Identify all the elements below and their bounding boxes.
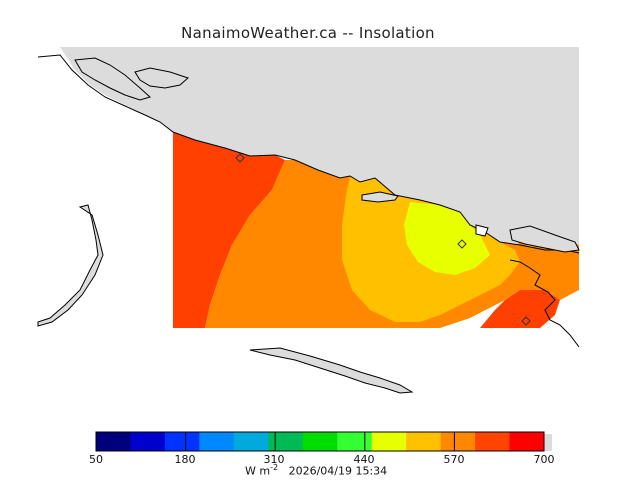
insolation-map: [37, 47, 580, 394]
colorbar-swatch: [233, 432, 269, 451]
colorbar-swatch: [440, 432, 476, 451]
colorbar-swatch: [130, 432, 166, 451]
colorbar-end-cap: [544, 434, 552, 451]
colorbar-swatch: [96, 432, 131, 451]
field-band-red-east: [480, 290, 560, 328]
colorbar-swatch: [509, 432, 545, 451]
island-north-1: [74, 57, 151, 101]
coastline-mainland: [37, 54, 580, 254]
units-timestamp-line: W m-2 2026/04/19 15:34: [245, 463, 387, 478]
colorbar-swatch: [164, 432, 200, 451]
island-south: [249, 347, 414, 394]
colorbar-swatch: [371, 432, 407, 451]
island-strait-2: [509, 225, 580, 253]
colorbar-swatch: [475, 432, 511, 451]
colorbar-swatch: [337, 432, 373, 451]
station-marker-west: [235, 153, 245, 163]
colorbar-tick-label: 50: [89, 453, 103, 466]
weather-stations: [235, 153, 531, 326]
colorbar-tick-label: 440: [353, 453, 375, 466]
timestamp: 2026/04/19 15:34: [288, 464, 388, 478]
colorbar-swatch: [406, 432, 442, 451]
chart-title: NanaimoWeather.ca -- Insolation: [181, 24, 435, 42]
coastline-southeast: [509, 259, 580, 348]
colorbar-tick-label: 700: [533, 453, 555, 466]
station-marker-central: [457, 239, 467, 249]
units-exponent: -2: [270, 463, 279, 472]
colorbar-tick-label: 310: [263, 453, 285, 466]
colorbar-swatch: [268, 432, 304, 451]
colorbar-swatch: [199, 432, 235, 451]
field-band-red-west: [173, 132, 285, 328]
island-strait-1: [361, 191, 399, 203]
island-north-2: [134, 67, 189, 89]
coastlines: [37, 54, 580, 394]
island-point: [475, 224, 489, 237]
colorbar-tick-label: 180: [174, 453, 196, 466]
strait-water-west: [38, 47, 173, 330]
station-marker-east: [521, 316, 531, 326]
colorbar-tick-label: 570: [443, 453, 465, 466]
field-band-yellow: [404, 202, 490, 275]
insolation-field: [173, 132, 579, 328]
island-west-spit: [37, 204, 104, 327]
colorbar-swatch: [302, 432, 338, 451]
units-label: W m: [245, 464, 271, 478]
